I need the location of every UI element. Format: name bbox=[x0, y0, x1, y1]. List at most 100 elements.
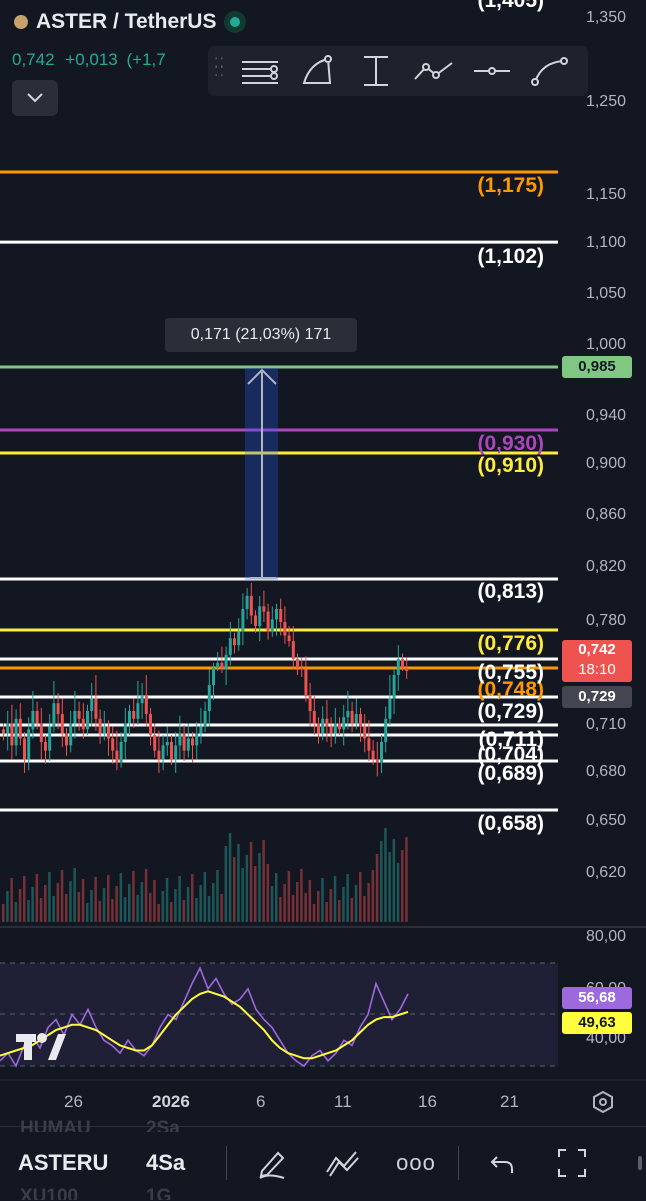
volume-bar bbox=[77, 892, 81, 922]
candle-body bbox=[44, 741, 47, 751]
settings-icon[interactable] bbox=[592, 1090, 614, 1118]
time-label-16: 16 bbox=[418, 1092, 437, 1111]
level-label: (0,930) bbox=[477, 432, 544, 455]
volume-bar bbox=[291, 895, 295, 922]
volume-bar bbox=[119, 873, 123, 922]
ghost-symbol-above: HUMAU bbox=[20, 1118, 91, 1132]
candle-body bbox=[363, 726, 367, 739]
candle-body bbox=[65, 733, 68, 746]
candle-body bbox=[123, 723, 127, 742]
scroll-handle[interactable] bbox=[638, 1156, 642, 1170]
candle-body bbox=[6, 723, 10, 734]
candle-body bbox=[27, 729, 31, 760]
volume-bar bbox=[367, 883, 370, 922]
candle-body bbox=[60, 714, 64, 734]
candle-body bbox=[401, 659, 404, 668]
volume-bar bbox=[23, 876, 26, 922]
volume-bar bbox=[31, 887, 34, 922]
volume-bar bbox=[279, 897, 282, 922]
candle-body bbox=[153, 735, 157, 751]
fullscreen-icon[interactable] bbox=[552, 1143, 592, 1183]
level-label: (1,102) bbox=[477, 245, 544, 268]
volume-bar bbox=[207, 896, 211, 922]
price-axis-label: 0,940 bbox=[585, 407, 626, 424]
more-icon[interactable]: ooo bbox=[396, 1150, 436, 1175]
measure-label: 0,171 (21,03%) 171 bbox=[165, 318, 357, 352]
volume-bars bbox=[2, 828, 408, 922]
current-price-tag: 0,742 18:10 bbox=[562, 640, 632, 682]
candle-body bbox=[81, 718, 85, 730]
candle-body bbox=[207, 685, 211, 711]
fib-curve-icon[interactable] bbox=[292, 51, 344, 91]
volume-bar bbox=[270, 886, 274, 922]
volume-bar bbox=[275, 873, 278, 922]
candle-body bbox=[346, 711, 350, 718]
candle-body bbox=[405, 668, 409, 671]
marked-price-tag: 0,729 bbox=[562, 686, 632, 708]
level-label: (0,711) bbox=[478, 728, 544, 751]
price-axis-label: 1,050 bbox=[585, 285, 626, 302]
bottom-separator bbox=[226, 1146, 227, 1180]
drawing-toolbar[interactable]: ⁚⁚ ⁚⁚ bbox=[208, 46, 588, 96]
candle-body bbox=[359, 714, 362, 727]
drawing-pen-icon[interactable] bbox=[252, 1143, 292, 1183]
path-icon[interactable] bbox=[408, 51, 460, 91]
collapse-legend-button[interactable] bbox=[12, 80, 58, 116]
price-change-pct: (+1,7 bbox=[126, 50, 166, 69]
price-axis-label: 0,620 bbox=[585, 864, 626, 881]
candle-body bbox=[35, 711, 39, 724]
time-label-21: 21 bbox=[500, 1092, 519, 1111]
candle-body bbox=[367, 738, 371, 751]
volume-bar bbox=[350, 898, 354, 922]
symbol-header[interactable]: ASTER / TetherUS bbox=[14, 10, 247, 34]
volume-bar bbox=[10, 878, 13, 922]
candle-body bbox=[220, 662, 224, 670]
volume-bar bbox=[212, 883, 215, 922]
last-price: 0,742 bbox=[12, 50, 55, 69]
candle-body bbox=[186, 738, 190, 751]
candle-body bbox=[174, 745, 178, 760]
volume-bar bbox=[258, 853, 261, 922]
level-label: (0,658) bbox=[477, 812, 544, 835]
volume-bar bbox=[136, 895, 139, 922]
candle-body bbox=[140, 695, 144, 704]
current-price-value: 0,742 bbox=[578, 641, 616, 658]
horizontal-ray-icon[interactable] bbox=[466, 51, 518, 91]
interval-selector[interactable]: 4Sa bbox=[146, 1150, 186, 1175]
volume-bar bbox=[342, 887, 345, 922]
drag-handle-icon[interactable]: ⁚⁚ ⁚⁚ bbox=[214, 55, 225, 79]
volume-bar bbox=[245, 855, 249, 922]
volume-bar bbox=[123, 897, 127, 922]
aster-logo-icon bbox=[14, 15, 28, 29]
drawing-tools-icon[interactable] bbox=[322, 1143, 362, 1183]
volume-bar bbox=[102, 888, 106, 922]
undo-icon[interactable] bbox=[482, 1143, 522, 1183]
volume-bar bbox=[354, 885, 358, 922]
candle-body bbox=[149, 714, 152, 735]
volume-bar bbox=[287, 871, 291, 922]
candle-body bbox=[233, 638, 236, 646]
candle-body bbox=[304, 669, 308, 695]
rsi-axis-40: 40,00 bbox=[585, 1030, 626, 1047]
price-axis-label: 1,350 bbox=[585, 9, 626, 26]
candle-body bbox=[237, 631, 241, 646]
volume-bar bbox=[371, 870, 375, 922]
candle-body bbox=[48, 726, 52, 751]
volume-bar bbox=[401, 850, 404, 922]
volume-bar bbox=[308, 880, 312, 922]
symbol-selector[interactable]: ASTERU bbox=[18, 1150, 109, 1175]
candle-body bbox=[308, 695, 312, 711]
volume-bar bbox=[2, 904, 5, 922]
volume-bar bbox=[312, 904, 316, 922]
candle-body bbox=[275, 608, 278, 620]
volume-bar bbox=[18, 889, 22, 922]
candle-body bbox=[102, 726, 106, 734]
lines-icon[interactable] bbox=[234, 51, 286, 91]
curve-icon[interactable] bbox=[524, 51, 576, 91]
volume-bar bbox=[220, 894, 223, 922]
measure-icon[interactable] bbox=[350, 51, 402, 91]
bottom-toolbar bbox=[0, 1126, 646, 1201]
volume-bar bbox=[396, 863, 400, 922]
volume-bar bbox=[81, 879, 85, 922]
